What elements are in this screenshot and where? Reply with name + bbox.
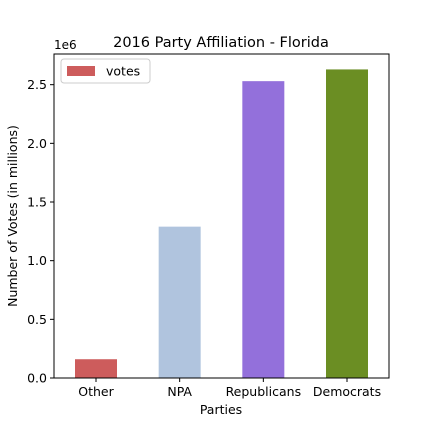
x-tick-label-republicans: Republicans <box>226 384 302 399</box>
x-tick-label-democrats: Democrats <box>313 384 381 399</box>
bar-other <box>75 359 117 378</box>
bar-npa <box>158 226 201 378</box>
y-tick-label: 2.5 <box>27 77 47 92</box>
bars-layer <box>75 69 368 379</box>
legend-label: votes <box>106 64 140 79</box>
y-axis: 0.0 0.5 1.0 1.5 2.0 2.5 <box>27 77 54 386</box>
legend: votes <box>60 58 151 84</box>
y-axis-label: Number of Votes (in millions) <box>5 125 20 307</box>
x-axis: Other NPA Republicans Democrats <box>78 378 381 399</box>
y-tick-label: 0.5 <box>27 312 47 327</box>
y-offset-label: 1e6 <box>54 38 77 52</box>
legend-frame <box>60 58 151 84</box>
y-tick-label: 1.5 <box>27 195 47 210</box>
y-tick-label: 0.0 <box>27 371 47 386</box>
bar-democrats <box>326 69 368 379</box>
y-tick-label: 2.0 <box>27 136 47 151</box>
plot-frame <box>53 53 390 379</box>
legend-swatch <box>67 66 95 76</box>
x-axis-label: Parties <box>200 402 242 417</box>
bar-republicans <box>242 81 285 378</box>
x-tick-label-other: Other <box>78 384 114 399</box>
chart-title: 2016 Party Affiliation - Florida <box>113 35 329 51</box>
x-tick-label-npa: NPA <box>167 384 192 399</box>
y-tick-label: 1.0 <box>27 253 47 268</box>
